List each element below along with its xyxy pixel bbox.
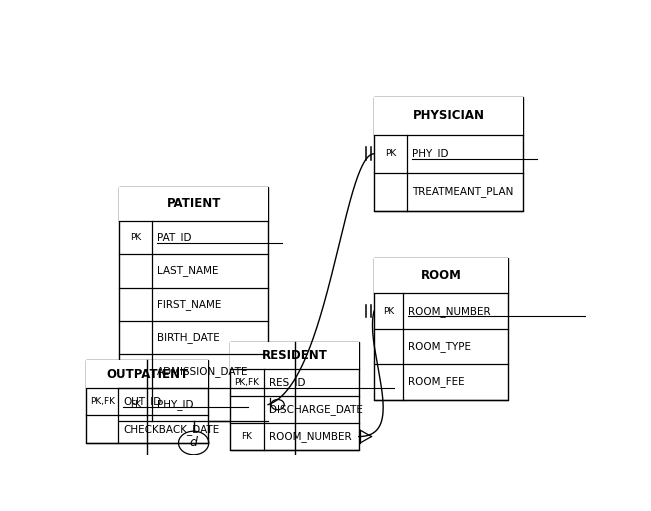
Text: DISCHARGE_DATE: DISCHARGE_DATE: [269, 404, 363, 415]
Text: RES_ID: RES_ID: [269, 377, 305, 388]
Text: PHY_ID: PHY_ID: [412, 148, 449, 159]
Text: ROOM_FEE: ROOM_FEE: [408, 377, 465, 387]
Text: d: d: [189, 436, 197, 450]
Bar: [374, 97, 523, 135]
Text: ROOM_NUMBER: ROOM_NUMBER: [408, 306, 491, 317]
Text: PHYSICIAN: PHYSICIAN: [413, 109, 484, 122]
Text: PHY_ID: PHY_ID: [157, 399, 193, 410]
Text: PK: PK: [383, 307, 395, 316]
Bar: [119, 187, 268, 221]
Text: CHECKBACK_DATE: CHECKBACK_DATE: [123, 424, 219, 435]
Text: PK,FK: PK,FK: [234, 378, 260, 387]
Text: FK: FK: [242, 432, 253, 441]
Text: PAT_ID: PAT_ID: [157, 232, 191, 243]
Text: OUT_ID: OUT_ID: [123, 396, 161, 407]
Bar: [230, 342, 359, 450]
Text: RESIDENT: RESIDENT: [262, 349, 327, 362]
Text: PATIENT: PATIENT: [167, 197, 221, 211]
Text: PK: PK: [130, 233, 141, 242]
Text: TREATMEANT_PLAN: TREATMEANT_PLAN: [412, 187, 513, 197]
Text: FIRST_NAME: FIRST_NAME: [157, 299, 221, 310]
Text: PK,FK: PK,FK: [90, 397, 115, 406]
Text: ADMISSION_DATE: ADMISSION_DATE: [157, 366, 249, 377]
Text: BIRTH_DATE: BIRTH_DATE: [157, 332, 220, 343]
Text: FK: FK: [130, 400, 141, 409]
Text: LAST_NAME: LAST_NAME: [157, 265, 219, 276]
Bar: [119, 187, 268, 422]
Bar: [374, 97, 523, 211]
Bar: [87, 360, 208, 443]
Text: ROOM: ROOM: [421, 269, 462, 282]
Bar: [374, 258, 508, 293]
Bar: [230, 342, 359, 369]
Text: ROOM_TYPE: ROOM_TYPE: [408, 341, 471, 352]
Text: ROOM_NUMBER: ROOM_NUMBER: [269, 431, 352, 442]
Bar: [374, 258, 508, 400]
Text: OUTPATIENT: OUTPATIENT: [106, 367, 188, 381]
Bar: [87, 360, 208, 388]
Text: PK: PK: [385, 149, 396, 158]
